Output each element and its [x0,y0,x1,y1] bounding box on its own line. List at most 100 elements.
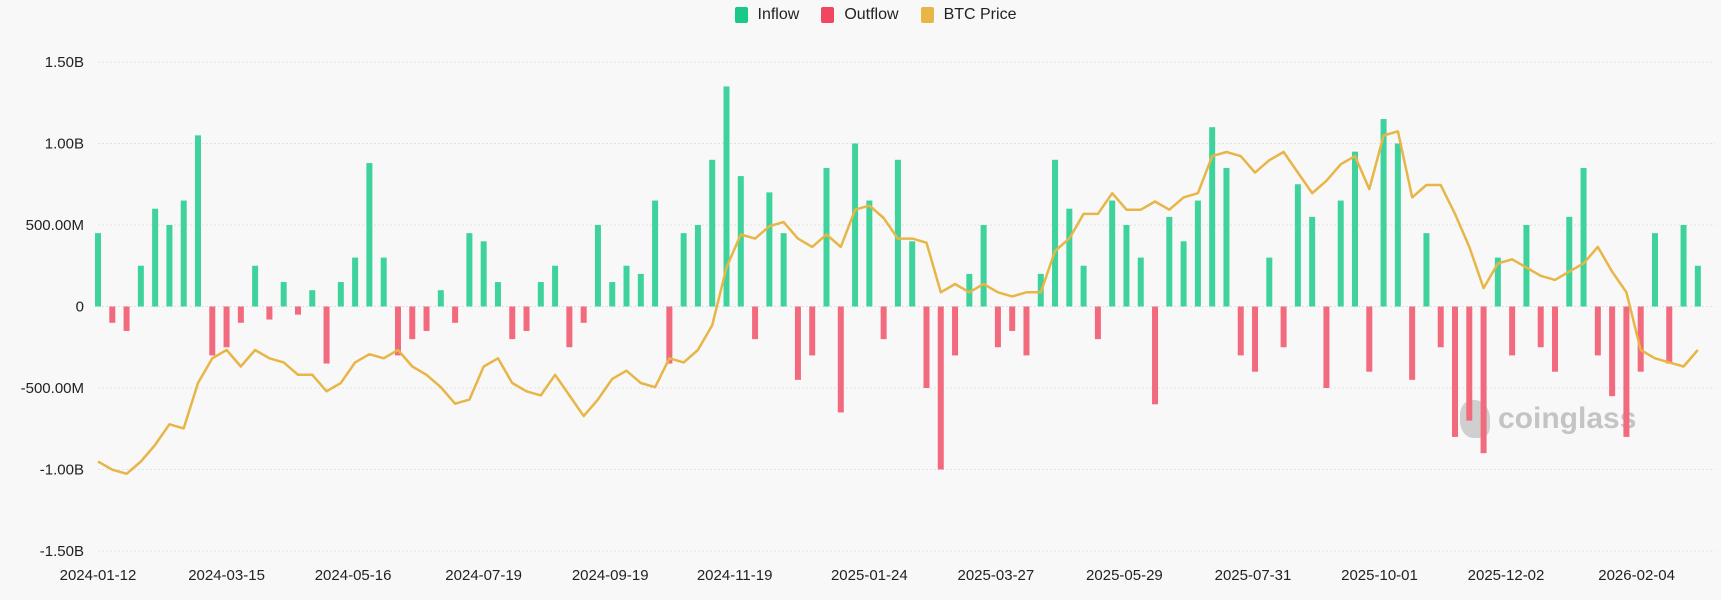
inflow-bar[interactable] [1294,184,1301,307]
inflow-bar[interactable] [594,225,601,307]
inflow-bar[interactable] [280,282,287,307]
outflow-bar[interactable] [266,306,273,320]
inflow-bar[interactable] [980,225,987,307]
outflow-bar[interactable] [880,306,887,340]
inflow-bar[interactable] [1266,257,1273,307]
legend-item-inflow[interactable]: Inflow [734,6,799,24]
inflow-bar[interactable] [1209,127,1216,307]
outflow-bar[interactable] [1509,306,1516,356]
inflow-bar[interactable] [1580,167,1587,307]
inflow-bar[interactable] [252,265,259,307]
inflow-bar[interactable] [852,143,859,307]
outflow-bar[interactable] [1466,306,1473,421]
outflow-bar[interactable] [1666,306,1673,364]
outflow-bar[interactable] [1366,306,1373,372]
inflow-bar[interactable] [1523,225,1530,307]
outflow-bar[interactable] [1094,306,1101,340]
inflow-bar[interactable] [1566,216,1573,307]
inflow-bar[interactable] [894,159,901,307]
inflow-bar[interactable] [766,192,773,307]
inflow-bar[interactable] [1394,143,1401,307]
inflow-bar[interactable] [380,257,387,307]
outflow-bar[interactable] [809,306,816,356]
outflow-bar[interactable] [837,306,844,413]
outflow-bar[interactable] [1637,306,1644,372]
outflow-bar[interactable] [1237,306,1244,356]
outflow-bar[interactable] [1537,306,1544,348]
inflow-bar[interactable] [680,233,687,307]
outflow-bar[interactable] [1609,306,1616,397]
outflow-bar[interactable] [1437,306,1444,348]
inflow-bar[interactable] [466,233,473,307]
inflow-bar[interactable] [1194,200,1201,307]
inflow-bar[interactable] [909,241,916,307]
inflow-bar[interactable] [1080,265,1087,307]
inflow-bar[interactable] [352,257,359,307]
inflow-bar[interactable] [137,265,144,307]
outflow-bar[interactable] [1023,306,1030,356]
inflow-bar[interactable] [166,225,173,307]
inflow-bar[interactable] [623,265,630,307]
inflow-bar[interactable] [637,273,644,307]
inflow-bar[interactable] [1109,200,1116,307]
inflow-bar[interactable] [1337,200,1344,307]
outflow-bar[interactable] [1323,306,1330,389]
inflow-bar[interactable] [709,159,716,307]
inflow-bar[interactable] [1352,151,1359,307]
inflow-bar[interactable] [723,86,730,307]
inflow-bar[interactable] [1423,233,1430,307]
outflow-bar[interactable] [580,306,587,323]
outflow-bar[interactable] [1409,306,1416,380]
legend-item-outflow[interactable]: Outflow [821,6,899,24]
inflow-bar[interactable] [180,200,187,307]
inflow-bar[interactable] [1380,119,1387,307]
outflow-bar[interactable] [994,306,1001,348]
outflow-bar[interactable] [109,306,116,323]
inflow-bar[interactable] [366,163,373,307]
outflow-bar[interactable] [566,306,573,348]
inflow-bar[interactable] [95,233,101,307]
inflow-bar[interactable] [152,208,159,307]
inflow-bar[interactable] [694,225,701,307]
outflow-bar[interactable] [509,306,516,340]
outflow-bar[interactable] [1594,306,1601,356]
inflow-bar[interactable] [966,273,973,307]
inflow-bar[interactable] [737,176,744,307]
inflow-bar[interactable] [1309,216,1316,307]
inflow-bar[interactable] [1123,225,1130,307]
outflow-bar[interactable] [1009,306,1016,331]
inflow-bar[interactable] [537,282,544,307]
inflow-bar[interactable] [337,282,344,307]
inflow-bar[interactable] [1694,265,1701,307]
inflow-bar[interactable] [1651,233,1658,307]
outflow-bar[interactable] [937,306,944,470]
inflow-bar[interactable] [1052,159,1059,307]
inflow-bar[interactable] [609,282,616,307]
inflow-bar[interactable] [494,282,501,307]
inflow-bar[interactable] [866,200,873,307]
inflow-bar[interactable] [1166,216,1173,307]
outflow-bar[interactable] [752,306,759,340]
outflow-bar[interactable] [223,306,230,348]
outflow-bar[interactable] [323,306,330,364]
outflow-bar[interactable] [423,306,430,331]
inflow-bar[interactable] [437,290,444,307]
outflow-bar[interactable] [952,306,959,356]
inflow-bar[interactable] [480,241,487,307]
inflow-bar[interactable] [652,200,659,307]
inflow-bar[interactable] [1180,241,1187,307]
outflow-bar[interactable] [1452,306,1459,437]
inflow-bar[interactable] [552,265,559,307]
outflow-bar[interactable] [666,306,673,364]
outflow-bar[interactable] [394,306,401,356]
outflow-bar[interactable] [1551,306,1558,372]
outflow-bar[interactable] [794,306,801,380]
inflow-bar[interactable] [1223,167,1230,307]
outflow-bar[interactable] [237,306,244,323]
outflow-bar[interactable] [452,306,459,323]
outflow-bar[interactable] [923,306,930,389]
outflow-bar[interactable] [209,306,216,356]
inflow-bar[interactable] [780,233,787,307]
inflow-bar[interactable] [1494,257,1501,307]
outflow-bar[interactable] [1280,306,1287,348]
